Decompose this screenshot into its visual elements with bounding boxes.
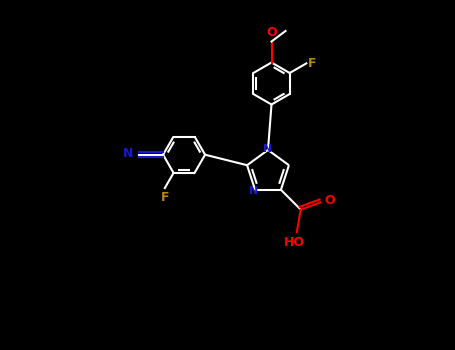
Text: N: N	[249, 186, 259, 196]
Text: O: O	[324, 194, 335, 207]
Text: N: N	[263, 144, 273, 154]
Text: HO: HO	[284, 236, 305, 249]
Text: N: N	[123, 147, 134, 160]
Text: F: F	[308, 57, 317, 70]
Text: F: F	[161, 191, 169, 204]
Text: O: O	[266, 26, 277, 38]
